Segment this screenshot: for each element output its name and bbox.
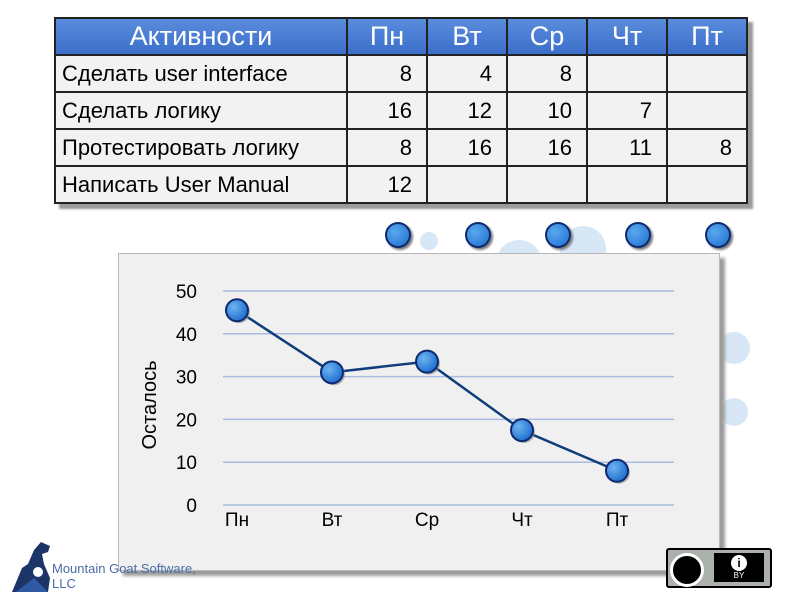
- burndown-chart-panel: 0 10 20 30 40 50 Пн Вт Ср Чт Пт Осталось: [118, 253, 720, 571]
- company-name-line1: Mountain Goat Software,: [52, 561, 196, 576]
- burndown-chart: 0 10 20 30 40 50 Пн Вт Ср Чт Пт Осталось: [139, 282, 674, 531]
- x-tick-label: Вт: [322, 510, 343, 531]
- y-tick-label: 50: [176, 282, 197, 303]
- creative-commons-badge: i BY: [666, 548, 772, 588]
- hours-cell: 12: [426, 91, 508, 130]
- data-point: [605, 458, 629, 483]
- hours-cell: 16: [346, 91, 428, 130]
- table-row: Протестировать логику 8 16 16 11 8: [54, 128, 748, 167]
- header-tue: Вт: [426, 17, 508, 56]
- hours-cell: 11: [586, 128, 668, 167]
- day-marker-tue: [465, 222, 491, 248]
- by-attribution: i BY: [714, 553, 764, 582]
- y-tick-label: 20: [176, 410, 197, 431]
- header-wed: Ср: [506, 17, 588, 56]
- mountain-goat-logo: [12, 542, 50, 592]
- hours-cell: [586, 165, 668, 204]
- hours-cell: 4: [426, 54, 508, 93]
- hours-cell: 7: [586, 91, 668, 130]
- hours-cell: 8: [346, 54, 428, 93]
- hours-cell: 8: [666, 128, 748, 167]
- y-tick-label: 30: [176, 368, 197, 389]
- hours-cell: [666, 165, 748, 204]
- activity-cell: Сделать user interface: [54, 54, 348, 93]
- activity-cell: Написать User Manual: [54, 165, 348, 204]
- table-row: Сделать user interface 8 4 8: [54, 54, 748, 93]
- cc-icon: [670, 553, 704, 587]
- day-marker-fri: [705, 222, 731, 248]
- header-thu: Чт: [586, 17, 668, 56]
- data-point: [320, 360, 344, 385]
- data-point: [510, 418, 534, 443]
- y-axis-label: Осталось: [139, 360, 161, 449]
- table-row: Написать User Manual 12: [54, 165, 748, 204]
- hours-cell: [666, 91, 748, 130]
- activity-cell: Сделать логику: [54, 91, 348, 130]
- y-tick-label: 40: [176, 325, 197, 346]
- hours-cell: 8: [346, 128, 428, 167]
- header-mon: Пн: [346, 17, 428, 56]
- day-marker-thu: [625, 222, 651, 248]
- background-bubble: [720, 398, 748, 426]
- data-point: [225, 298, 249, 323]
- hours-cell: 8: [506, 54, 588, 93]
- hours-cell: 16: [506, 128, 588, 167]
- activity-cell: Протестировать логику: [54, 128, 348, 167]
- y-tick-label: 10: [176, 453, 197, 474]
- background-bubble: [718, 332, 750, 364]
- table-row: Сделать логику 16 12 10 7: [54, 91, 748, 130]
- header-activities: Активности: [54, 17, 348, 56]
- x-tick-label: Пн: [225, 510, 249, 531]
- hours-cell: 16: [426, 128, 508, 167]
- day-marker-wed: [545, 222, 571, 248]
- x-tick-label: Ср: [415, 510, 439, 531]
- y-tick-label: 0: [186, 496, 197, 517]
- company-name: Mountain Goat Software, LLC: [52, 561, 196, 591]
- background-bubble: [420, 232, 438, 250]
- company-name-line2: LLC: [52, 576, 76, 591]
- hours-cell: [586, 54, 668, 93]
- hours-cell: 12: [346, 165, 428, 204]
- x-tick-label: Пт: [606, 510, 629, 531]
- info-icon: i: [731, 555, 747, 571]
- table-header-row: Активности Пн Вт Ср Чт Пт: [54, 17, 748, 56]
- data-point: [415, 349, 439, 374]
- hours-cell: [426, 165, 508, 204]
- header-fri: Пт: [666, 17, 748, 56]
- task-table: Активности Пн Вт Ср Чт Пт Сделать user i…: [54, 17, 748, 204]
- hours-cell: [666, 54, 748, 93]
- hours-cell: 10: [506, 91, 588, 130]
- hours-cell: [506, 165, 588, 204]
- x-tick-label: Чт: [511, 510, 533, 531]
- by-label: BY: [733, 571, 745, 580]
- day-marker-mon: [385, 222, 411, 248]
